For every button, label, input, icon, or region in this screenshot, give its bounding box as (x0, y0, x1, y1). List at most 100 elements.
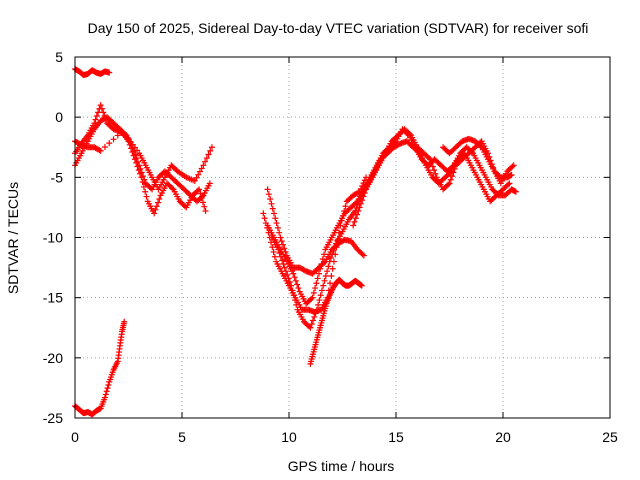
data-point-interp (199, 199, 206, 206)
series-sat-h (264, 126, 519, 307)
data-point-interp (95, 109, 102, 116)
data-point (508, 171, 515, 178)
data-point-interp (276, 250, 283, 257)
data-point-interp (295, 285, 302, 292)
data-point-interp (429, 163, 436, 170)
data-point-interp (270, 248, 277, 255)
data-point-interp (509, 163, 516, 170)
data-point (510, 162, 517, 169)
data-point-interp (193, 174, 200, 181)
data-point-interp (276, 229, 283, 236)
series-sat-f (264, 186, 367, 277)
data-point-interp (342, 203, 349, 210)
data-point-interp (321, 277, 328, 284)
data-point-interp (265, 191, 272, 198)
data-point-interp (195, 171, 202, 178)
data-point-interp (156, 195, 163, 202)
data-point-interp (133, 159, 140, 166)
data-point-interp (203, 155, 210, 162)
data-point-interp (294, 281, 301, 288)
data-point-interp (324, 268, 331, 275)
data-point (313, 306, 320, 313)
data-point-interp (329, 251, 336, 258)
data-point (446, 180, 453, 187)
data-point (281, 264, 288, 271)
y-tick-label: -10 (43, 230, 63, 246)
series-sat-e (72, 128, 209, 217)
data-point (260, 210, 267, 217)
data-point-interp (198, 165, 205, 172)
data-point-interp (309, 317, 316, 324)
data-point (191, 177, 198, 184)
data-point-interp (194, 187, 201, 194)
data-point (290, 270, 297, 277)
data-point-interp (114, 132, 121, 139)
data-point-interp (101, 144, 108, 151)
data-point (288, 282, 295, 289)
data-point-interp (169, 185, 176, 192)
data-point-interp (140, 183, 147, 190)
data-point-interp (92, 116, 99, 123)
y-tick-label: -15 (43, 290, 63, 306)
data-point-interp (128, 145, 135, 152)
data-point-interp (445, 181, 452, 188)
series-sat-j (307, 276, 365, 367)
data-point-interp (327, 280, 334, 287)
data-point-interp (477, 143, 484, 150)
data-point-interp (286, 279, 293, 286)
data-point-interp (425, 155, 432, 162)
x-tick-label: 0 (71, 429, 79, 445)
chart-title: Day 150 of 2025, Sidereal Day-to-day VTE… (88, 20, 589, 36)
data-point-interp (277, 253, 284, 260)
data-point (101, 394, 108, 401)
data-point-interp (311, 313, 318, 320)
data-point-interp (308, 295, 315, 302)
series-sat-a (72, 66, 113, 79)
data-point-interp (98, 105, 105, 112)
data-point-interp (152, 206, 159, 213)
data-point-interp (291, 297, 298, 304)
y-tick-label: -20 (43, 350, 63, 366)
y-axis-label: SDTVAR / TECUs (5, 182, 21, 294)
data-point-interp (317, 292, 324, 299)
data-point-interp (196, 168, 203, 175)
data-point (151, 210, 158, 217)
data-point-interp (451, 165, 458, 172)
x-tick-label: 10 (281, 429, 297, 445)
data-point (358, 282, 365, 289)
data-point-interp (321, 251, 328, 258)
data-point-interp (360, 193, 367, 200)
data-point (360, 252, 367, 259)
data-point-interp (505, 181, 512, 188)
data-point-interp (317, 265, 324, 272)
data-point-interp (318, 260, 325, 267)
data-point-interp (100, 109, 107, 116)
data-point (202, 208, 209, 215)
data-point-interp (330, 247, 337, 254)
data-point-interp (104, 385, 111, 392)
data-point-interp (129, 149, 136, 156)
data-point-interp (327, 254, 334, 261)
data-point (309, 294, 316, 301)
data-point (206, 180, 213, 187)
y-tick-label: 0 (55, 109, 63, 125)
data-point (326, 258, 333, 265)
data-point-interp (268, 200, 275, 207)
data-point-interp (197, 190, 204, 197)
data-point-interp (143, 193, 150, 200)
data-point-interp (359, 197, 366, 204)
data-point-interp (106, 140, 113, 147)
data-point (138, 174, 145, 181)
data-point-interp (357, 200, 364, 207)
data-point-interp (308, 321, 315, 328)
data-point-interp (281, 245, 288, 252)
data-point-interp (293, 301, 300, 308)
data-point-interp (318, 287, 325, 294)
data-point-interp (314, 275, 321, 282)
data-point-interp (289, 287, 296, 294)
data-point-interp (105, 382, 112, 389)
data-point-interp (135, 167, 142, 174)
data-point-interp (153, 203, 160, 210)
data-point (356, 204, 363, 211)
